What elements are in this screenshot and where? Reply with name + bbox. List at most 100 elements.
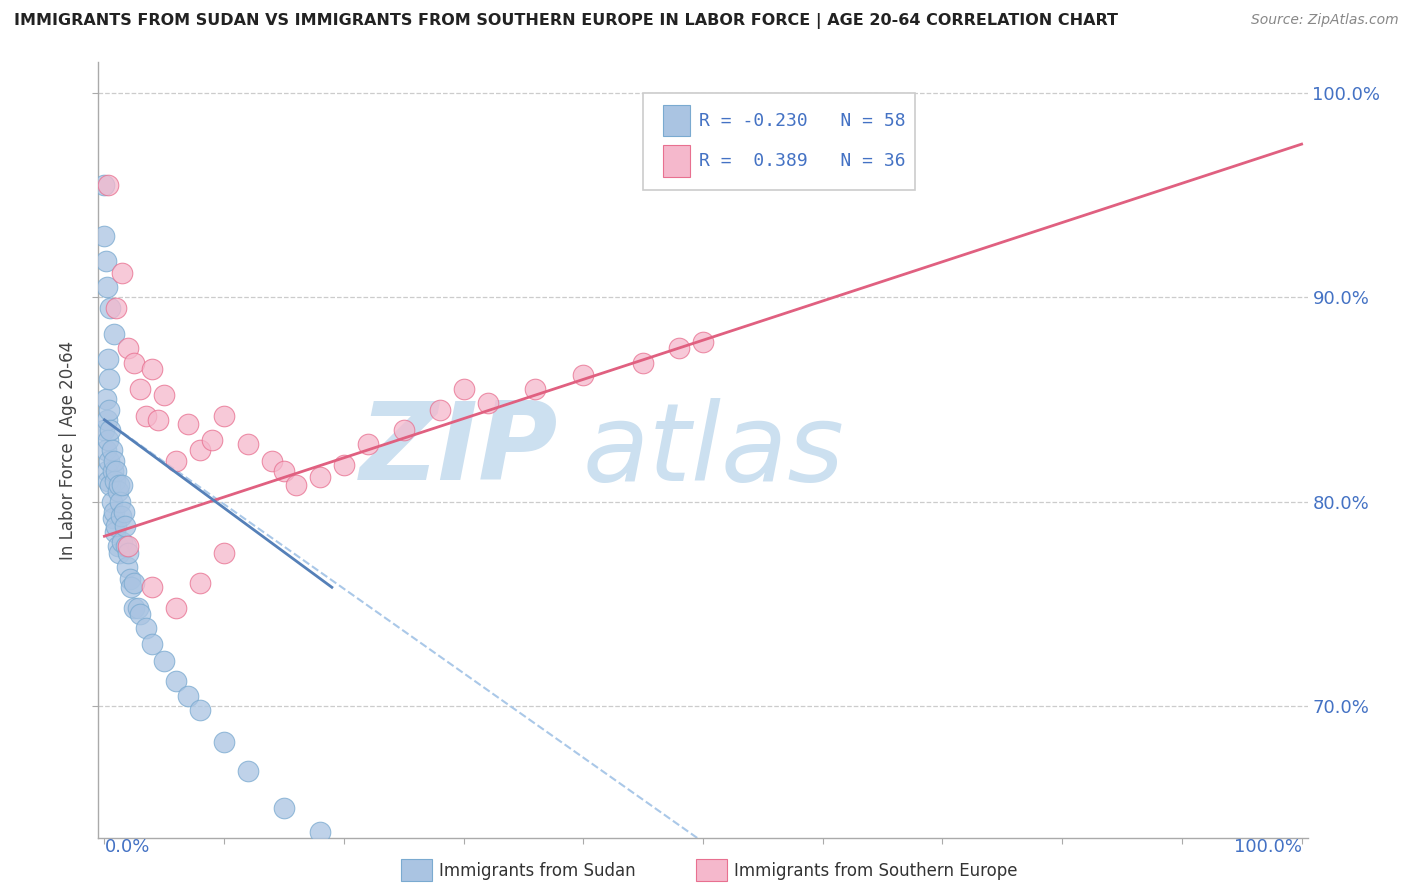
Point bbox=[236, 437, 259, 451]
Point bbox=[118, 572, 141, 586]
Point bbox=[100, 301, 122, 315]
Point bbox=[260, 453, 283, 467]
Point bbox=[153, 388, 176, 402]
Point bbox=[124, 600, 146, 615]
Point bbox=[97, 434, 120, 448]
Point bbox=[104, 525, 127, 540]
Point bbox=[100, 423, 122, 437]
Point bbox=[524, 382, 547, 396]
Point bbox=[453, 382, 475, 396]
Point bbox=[96, 413, 118, 427]
Point bbox=[668, 342, 690, 356]
Point bbox=[141, 580, 163, 594]
Point bbox=[103, 453, 125, 467]
Text: IMMIGRANTS FROM SUDAN VS IMMIGRANTS FROM SOUTHERN EUROPE IN LABOR FORCE | AGE 20: IMMIGRANTS FROM SUDAN VS IMMIGRANTS FROM… bbox=[14, 13, 1118, 29]
Point bbox=[114, 519, 136, 533]
Point bbox=[107, 484, 129, 499]
Point bbox=[100, 478, 122, 492]
Point bbox=[309, 470, 332, 484]
Point bbox=[135, 409, 157, 423]
Point bbox=[284, 478, 307, 492]
Point bbox=[108, 494, 131, 508]
Point bbox=[188, 576, 211, 591]
Text: 0.0%: 0.0% bbox=[104, 838, 150, 856]
Point bbox=[188, 443, 211, 458]
Point bbox=[105, 519, 128, 533]
Point bbox=[429, 402, 451, 417]
Point bbox=[135, 621, 157, 635]
Point bbox=[117, 545, 139, 559]
Point bbox=[93, 423, 115, 437]
Point bbox=[110, 508, 132, 523]
Point bbox=[165, 453, 187, 467]
Point bbox=[105, 464, 128, 478]
Point bbox=[212, 409, 235, 423]
Point bbox=[165, 600, 187, 615]
Point bbox=[98, 402, 121, 417]
Point bbox=[357, 437, 380, 451]
Point bbox=[309, 825, 332, 839]
Point bbox=[93, 229, 115, 244]
Y-axis label: In Labor Force | Age 20-64: In Labor Force | Age 20-64 bbox=[59, 341, 77, 560]
Point bbox=[98, 453, 121, 467]
Point bbox=[101, 464, 124, 478]
Point bbox=[94, 443, 117, 458]
Point bbox=[129, 607, 152, 621]
Point bbox=[177, 417, 200, 431]
Point bbox=[97, 474, 120, 488]
Point bbox=[96, 464, 118, 478]
Point bbox=[111, 266, 134, 280]
Point bbox=[120, 580, 142, 594]
Point bbox=[115, 560, 138, 574]
Point bbox=[165, 674, 187, 689]
Point bbox=[103, 326, 125, 341]
Point bbox=[273, 464, 295, 478]
Point bbox=[692, 335, 714, 350]
Point bbox=[631, 356, 654, 370]
Point bbox=[103, 505, 125, 519]
Point bbox=[107, 478, 129, 492]
Point bbox=[98, 372, 121, 386]
Point bbox=[212, 545, 235, 559]
Point bbox=[212, 735, 235, 749]
FancyBboxPatch shape bbox=[664, 105, 690, 136]
FancyBboxPatch shape bbox=[643, 94, 915, 191]
Point bbox=[115, 540, 138, 554]
Point bbox=[127, 600, 149, 615]
Point bbox=[94, 392, 117, 407]
Text: ZIP: ZIP bbox=[360, 398, 558, 503]
Point bbox=[100, 494, 122, 508]
Text: R =  0.389   N = 36: R = 0.389 N = 36 bbox=[699, 152, 905, 170]
Point bbox=[97, 351, 120, 366]
Text: Immigrants from Southern Europe: Immigrants from Southern Europe bbox=[734, 862, 1018, 880]
Point bbox=[101, 511, 124, 525]
Point bbox=[107, 540, 129, 554]
Point bbox=[129, 382, 152, 396]
Point bbox=[105, 301, 128, 315]
Point bbox=[572, 368, 595, 382]
Point bbox=[201, 434, 224, 448]
Point bbox=[97, 178, 120, 192]
Point bbox=[117, 540, 139, 554]
Text: Immigrants from Sudan: Immigrants from Sudan bbox=[439, 862, 636, 880]
Text: Source: ZipAtlas.com: Source: ZipAtlas.com bbox=[1251, 13, 1399, 28]
Point bbox=[94, 253, 117, 268]
Point bbox=[477, 396, 499, 410]
FancyBboxPatch shape bbox=[664, 145, 690, 177]
Point bbox=[153, 654, 176, 668]
Point bbox=[93, 178, 115, 192]
Text: R = -0.230   N = 58: R = -0.230 N = 58 bbox=[699, 112, 905, 129]
Point bbox=[148, 413, 170, 427]
Point bbox=[392, 423, 415, 437]
Point bbox=[273, 801, 295, 815]
Point bbox=[100, 443, 122, 458]
Text: atlas: atlas bbox=[582, 398, 844, 503]
Point bbox=[112, 505, 135, 519]
Point bbox=[124, 576, 146, 591]
Point bbox=[107, 545, 129, 559]
Point bbox=[141, 637, 163, 651]
Point bbox=[96, 280, 118, 294]
Point bbox=[117, 342, 139, 356]
Point bbox=[188, 703, 211, 717]
Text: 100.0%: 100.0% bbox=[1233, 838, 1302, 856]
